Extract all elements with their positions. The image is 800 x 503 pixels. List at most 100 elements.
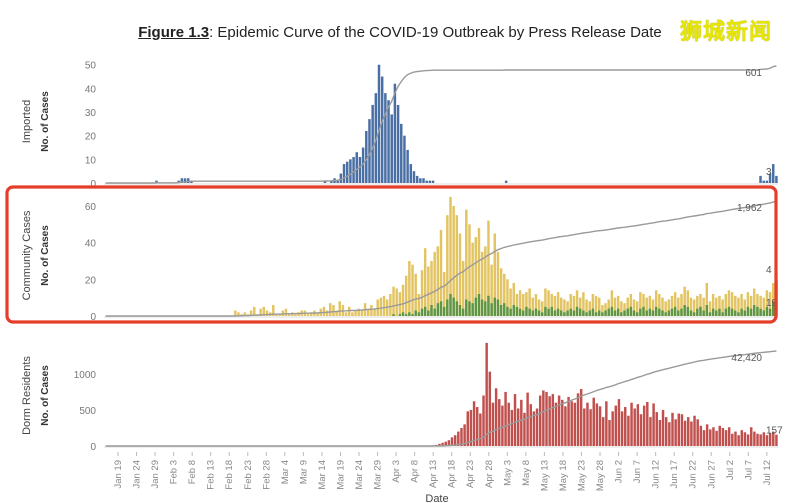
x-tick-label: Jul 12 xyxy=(762,460,773,485)
x-tick-label: Feb 18 xyxy=(224,460,235,490)
x-tick-label: Apr 13 xyxy=(428,460,439,488)
panel-label: Dorm Residents xyxy=(21,356,33,435)
bar xyxy=(756,433,759,446)
x-tick-label: Jan 19 xyxy=(113,460,124,489)
bar xyxy=(449,294,452,316)
bar xyxy=(664,301,667,316)
bar xyxy=(579,297,582,316)
bar xyxy=(623,303,626,316)
bar xyxy=(234,310,237,316)
x-tick-label: Mar 4 xyxy=(280,460,291,484)
bar xyxy=(771,164,775,183)
bar xyxy=(668,422,671,446)
bar xyxy=(588,301,591,316)
x-tick-label: Jun 17 xyxy=(669,460,680,489)
panel-dorm-residents: 0 500 1000 Dorm Residents No. of Cases 42,420… xyxy=(21,342,783,453)
bar xyxy=(398,314,402,316)
bar xyxy=(689,310,693,316)
bar xyxy=(664,417,668,446)
x-tick-label: Jun 7 xyxy=(632,460,643,483)
bar xyxy=(461,308,465,316)
bar xyxy=(718,425,721,446)
bar xyxy=(586,402,589,446)
bar xyxy=(658,420,662,446)
bar xyxy=(702,310,705,316)
bar xyxy=(548,396,551,446)
bar xyxy=(430,305,433,316)
y-tick-label: 10 xyxy=(85,155,97,166)
bar xyxy=(503,303,506,316)
bar xyxy=(582,292,585,316)
bar xyxy=(572,310,576,316)
bar xyxy=(570,401,573,446)
x-tick-label: Apr 23 xyxy=(465,460,476,488)
bar xyxy=(567,396,570,446)
bar xyxy=(674,419,677,446)
bar xyxy=(390,114,393,183)
bar xyxy=(518,290,522,316)
x-tick-label: Jul 2 xyxy=(725,460,736,480)
bar xyxy=(652,403,655,446)
bar xyxy=(635,301,639,316)
cumulative-total-label: 601 xyxy=(745,68,762,79)
bar xyxy=(449,196,452,316)
bar xyxy=(411,264,414,316)
bar xyxy=(506,279,509,316)
bar xyxy=(561,399,564,446)
bar xyxy=(306,314,310,316)
bar xyxy=(759,434,762,446)
bar xyxy=(392,286,395,316)
bar xyxy=(425,180,428,183)
bar xyxy=(721,299,724,316)
bar xyxy=(484,246,487,316)
bar xyxy=(585,299,588,316)
bar xyxy=(658,308,661,316)
bar xyxy=(322,306,326,316)
bar xyxy=(525,306,528,316)
bar xyxy=(544,306,547,316)
bar xyxy=(485,342,488,446)
bar xyxy=(509,288,512,316)
bar xyxy=(474,237,478,316)
bar xyxy=(569,294,572,316)
bar xyxy=(422,178,425,183)
bar xyxy=(718,295,721,316)
bar xyxy=(463,424,466,446)
bar xyxy=(556,292,560,316)
bar xyxy=(633,408,636,446)
bar xyxy=(316,312,319,316)
bar xyxy=(648,295,652,316)
bar xyxy=(335,310,338,316)
y-tick-label: 20 xyxy=(85,132,97,143)
bar xyxy=(690,421,693,446)
bar xyxy=(436,246,440,316)
bar xyxy=(696,419,699,446)
bar xyxy=(721,427,725,446)
x-tick-label: Mar 9 xyxy=(298,460,309,484)
bar xyxy=(401,284,405,316)
bar xyxy=(575,306,579,316)
bar xyxy=(583,408,586,446)
bar xyxy=(155,180,158,183)
bar xyxy=(323,180,327,183)
bar xyxy=(408,261,411,316)
bar xyxy=(396,104,400,183)
bar xyxy=(724,430,728,446)
bar xyxy=(499,305,503,316)
x-tick-label: Jun 27 xyxy=(706,460,717,489)
bar xyxy=(494,388,498,446)
bar xyxy=(496,251,500,316)
bar xyxy=(705,424,709,446)
bar xyxy=(515,294,519,316)
y-tick-label: 0 xyxy=(90,179,96,190)
x-tick-label: Mar 14 xyxy=(317,460,328,490)
x-tick-label: Feb 13 xyxy=(206,460,217,490)
bar xyxy=(537,299,541,316)
bar xyxy=(355,152,358,183)
figure-title: Figure 1.3: Epidemic Curve of the COVID-… xyxy=(0,24,800,41)
bar xyxy=(594,295,598,316)
bar xyxy=(477,228,481,316)
bar xyxy=(325,310,329,316)
bar xyxy=(721,312,724,316)
x-tick-label: Feb 3 xyxy=(169,460,180,484)
